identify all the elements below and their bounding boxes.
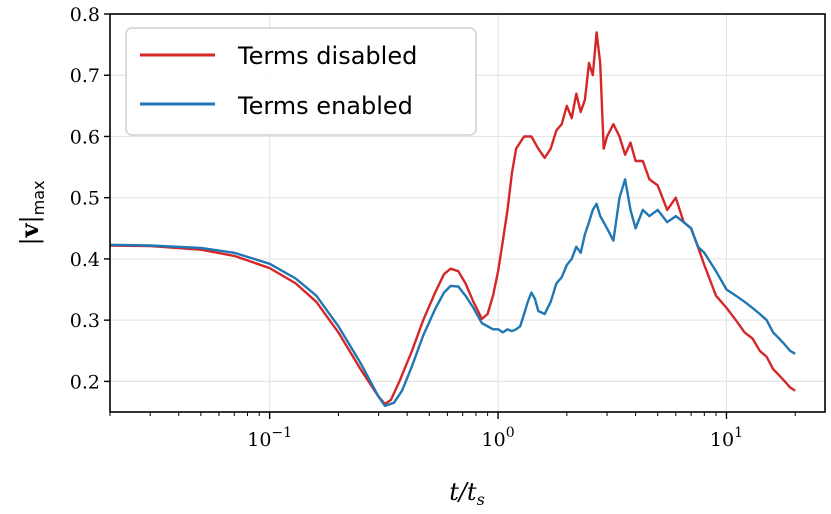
legend-label-terms-disabled: Terms disabled bbox=[237, 42, 417, 70]
ticks: 0.2 0.3 0.4 0.5 0.6 0.7 0.8 10−1 100 101 bbox=[70, 4, 796, 451]
legend-label-terms-enabled: Terms enabled bbox=[237, 92, 413, 120]
y-axis-label: |v|max bbox=[15, 181, 48, 246]
svg-text:|v|max: |v|max bbox=[15, 181, 48, 246]
x-axis-label: t/ts bbox=[449, 478, 485, 509]
series-lines bbox=[109, 31, 796, 408]
x-tick-label: 10−1 bbox=[247, 425, 292, 451]
y-tick-label: 0.3 bbox=[70, 310, 100, 332]
series-line-terms-disabled bbox=[109, 31, 796, 406]
y-tick-label: 0.2 bbox=[70, 371, 100, 393]
plot-frame bbox=[109, 13, 826, 413]
legend: Terms disabled Terms enabled bbox=[125, 27, 477, 136]
y-tick-label: 0.7 bbox=[70, 65, 100, 87]
y-tick-label: 0.6 bbox=[70, 126, 100, 148]
y-tick-label: 0.4 bbox=[70, 249, 100, 271]
series-line-terms-enabled bbox=[109, 178, 796, 408]
y-tick-label: 0.8 bbox=[70, 4, 100, 26]
y-tick-label: 0.5 bbox=[70, 188, 100, 210]
x-tick-label: 100 bbox=[482, 425, 515, 451]
x-tick-label: 101 bbox=[710, 425, 743, 451]
